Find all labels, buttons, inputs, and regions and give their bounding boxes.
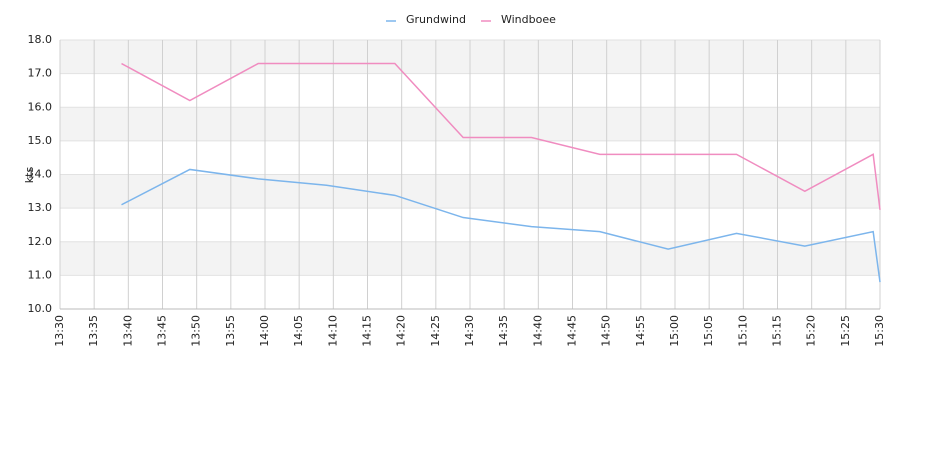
x-tick-label: 14:10 (326, 315, 339, 347)
x-tick-label: 13:45 (156, 315, 169, 347)
x-tick-label: 15:15 (771, 315, 784, 347)
y-tick-label: 17.0 (28, 67, 53, 80)
x-tick-label: 14:35 (497, 315, 510, 347)
x-tick-label: 14:05 (292, 315, 305, 347)
legend-label: Windboee (501, 13, 556, 26)
x-tick-label: 14:00 (258, 315, 271, 347)
x-tick-label: 15:00 (668, 315, 681, 347)
x-tick-label: 15:05 (702, 315, 715, 347)
x-tick-label: 14:30 (463, 315, 476, 347)
y-axis-label: kts (23, 167, 36, 184)
y-tick-label: 13.0 (28, 201, 53, 214)
x-tick-label: 14:15 (361, 315, 374, 347)
x-tick-label: 13:35 (87, 315, 100, 347)
y-tick-label: 11.0 (28, 268, 53, 281)
x-tick-label: 14:20 (395, 315, 408, 347)
x-tick-label: 14:40 (531, 315, 544, 347)
y-tick-label: 14.0 (28, 168, 53, 181)
x-tick-label: 13:55 (224, 315, 237, 347)
x-tick-label: 14:50 (600, 315, 613, 347)
y-tick-label: 18.0 (28, 33, 53, 46)
y-tick-label: 16.0 (28, 100, 53, 113)
x-tick-label: 13:50 (190, 315, 203, 347)
series-line (121, 62, 881, 210)
x-tick-label: 15:20 (805, 315, 818, 347)
x-tick-label: 15:10 (736, 315, 749, 347)
legend-label: Grundwind (406, 13, 466, 26)
x-tick-label: 14:25 (429, 315, 442, 347)
x-tick-label: 13:40 (121, 315, 134, 347)
legend-item: Grundwind (386, 13, 466, 26)
y-tick-label: 15.0 (28, 134, 53, 147)
legend-item: Windboee (480, 13, 556, 26)
series-line (121, 168, 881, 283)
x-tick-label: 14:45 (566, 315, 579, 347)
x-tick-label: 13:30 (53, 315, 66, 347)
x-tick-label: 15:30 (873, 315, 886, 347)
x-tick-label: 15:25 (839, 315, 852, 347)
x-tick-label: 14:55 (634, 315, 647, 347)
y-tick-label: 10.0 (28, 302, 53, 315)
y-tick-label: 12.0 (28, 235, 53, 248)
